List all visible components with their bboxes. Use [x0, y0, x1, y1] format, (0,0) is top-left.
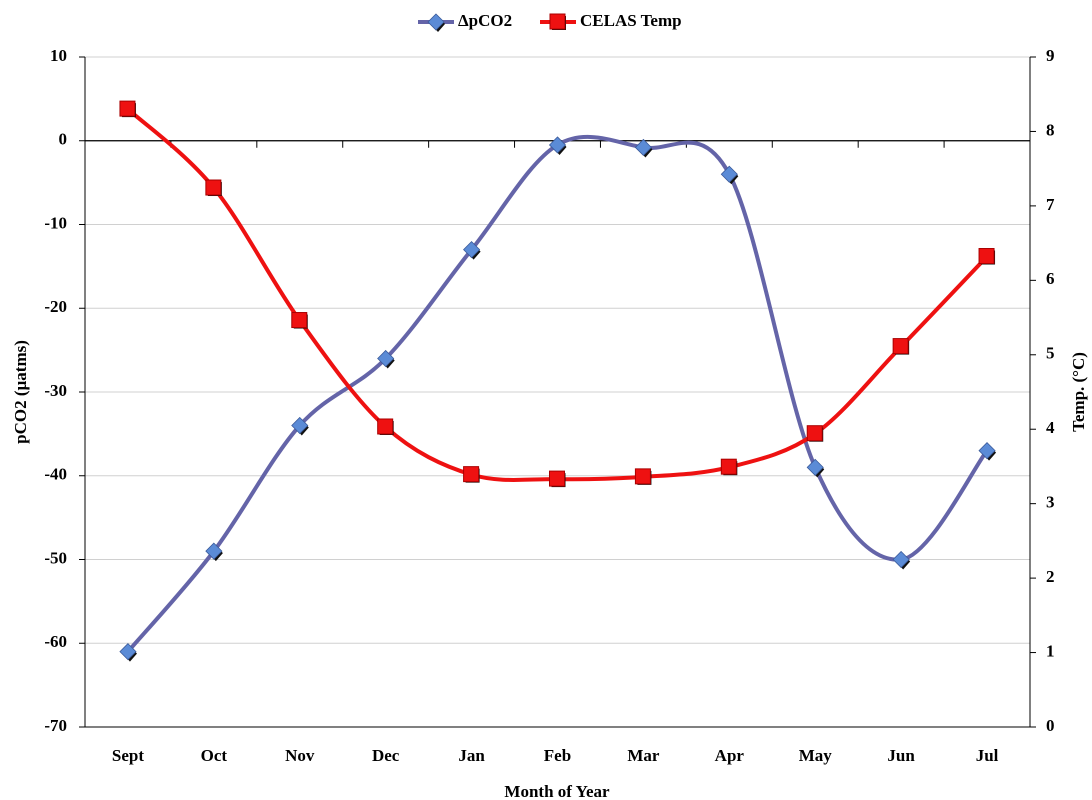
data-marker: [634, 138, 652, 157]
data-marker: [119, 100, 136, 117]
y2-tick-label: 7: [1046, 195, 1055, 214]
y2-tick-label: 2: [1046, 567, 1055, 586]
y-tick-label: -50: [44, 548, 67, 567]
data-marker: [549, 470, 565, 487]
data-marker: [377, 349, 395, 368]
data-marker: [463, 241, 481, 259]
legend-marker: [427, 13, 445, 31]
data-marker: [978, 442, 996, 460]
data-marker: [978, 248, 995, 265]
data-marker: [291, 312, 308, 329]
x-tick-label: Oct: [201, 746, 228, 765]
data-marker: [119, 643, 137, 661]
legend-label: ΔpCO2: [458, 11, 512, 30]
series-line: [126, 135, 989, 653]
data-marker: [463, 466, 480, 483]
y-tick-label: -30: [44, 381, 67, 400]
y-tick-label: -20: [44, 297, 67, 316]
data-marker: [806, 458, 824, 476]
y2-tick-label: 6: [1046, 269, 1055, 288]
data-marker: [634, 468, 651, 485]
x-tick-label: Mar: [627, 746, 660, 765]
x-tick-label: Apr: [715, 746, 745, 765]
x-tick-label: Jan: [458, 746, 485, 765]
data-marker: [806, 425, 823, 442]
y-tick-label: -40: [44, 465, 67, 484]
y-tick-label: -60: [44, 632, 67, 651]
legend-marker: [549, 13, 566, 30]
x-tick-label: Jun: [887, 746, 915, 765]
x-tick-label: Jul: [976, 746, 999, 765]
x-tick-label: Feb: [544, 746, 571, 765]
y2-tick-label: 4: [1046, 418, 1055, 437]
data-marker: [205, 542, 223, 560]
legend-label: CELAS Temp: [580, 11, 682, 30]
data-marker: [291, 416, 309, 435]
y-axis-label: pCO2 (µatms): [11, 340, 30, 444]
x-tick-label: Dec: [372, 746, 400, 765]
x-tick-label: May: [799, 746, 833, 765]
y2-tick-label: 1: [1046, 641, 1055, 660]
series-line: [126, 107, 989, 482]
data-marker: [548, 136, 567, 154]
y-tick-label: 0: [59, 130, 68, 149]
data-marker: [720, 165, 738, 183]
data-marker: [720, 458, 737, 475]
y-tick-label: -70: [44, 716, 67, 735]
data-marker: [205, 179, 222, 196]
y2-tick-label: 3: [1046, 493, 1055, 512]
x-axis-label: Month of Year: [504, 782, 610, 800]
data-marker: [892, 550, 910, 569]
x-tick-label: Sept: [112, 746, 144, 765]
y2-tick-label: 8: [1046, 120, 1055, 139]
y2-tick-label: 5: [1046, 344, 1055, 363]
y-tick-label: 10: [50, 46, 67, 65]
y2-axis-label: Temp. (°C): [1069, 352, 1088, 432]
x-tick-label: Nov: [285, 746, 315, 765]
data-marker: [892, 338, 909, 355]
data-marker: [377, 418, 394, 435]
y-tick-label: -10: [44, 213, 67, 232]
y2-tick-label: 9: [1046, 46, 1055, 65]
y2-tick-label: 0: [1046, 716, 1055, 735]
